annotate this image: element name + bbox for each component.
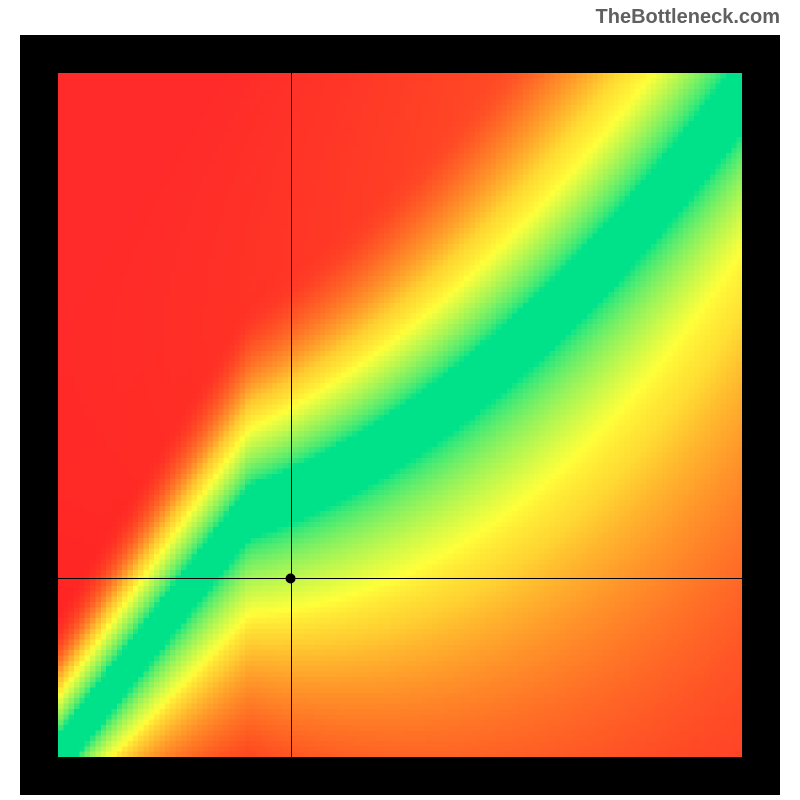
- plot-frame: [20, 35, 780, 795]
- attribution-text: TheBottleneck.com: [596, 6, 780, 29]
- image-root: TheBottleneck.com: [0, 0, 800, 800]
- crosshair-canvas: [58, 73, 742, 757]
